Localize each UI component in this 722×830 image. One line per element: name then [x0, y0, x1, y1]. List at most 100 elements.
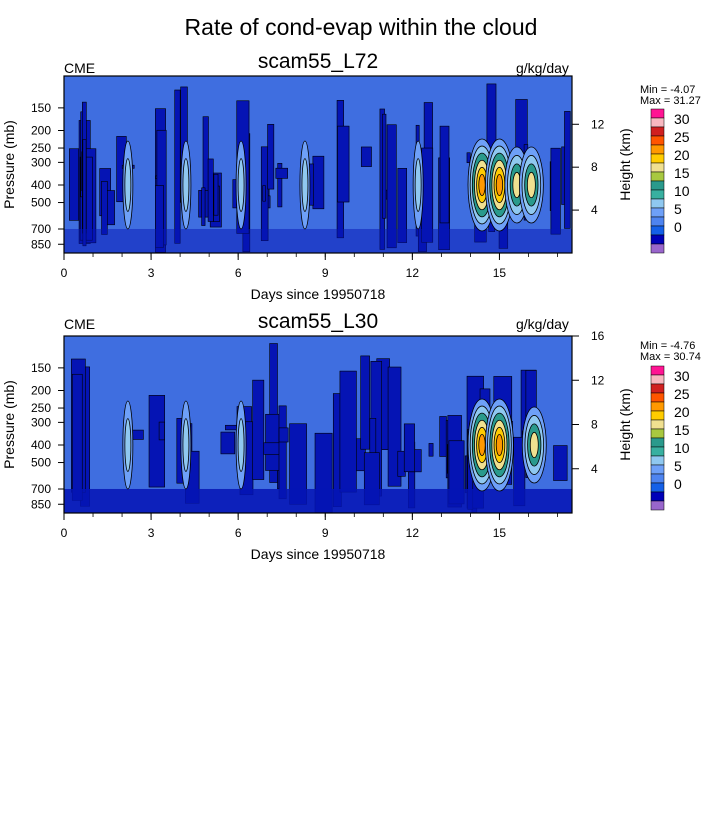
panel-top: CME scam55_L72 g/kg/day Min = -4.07 Max … [0, 0, 722, 310]
y-right-axis-label: Height (km) [617, 128, 633, 200]
y-right-tick-label: 12 [591, 117, 605, 131]
y-tick-label: 250 [31, 141, 51, 155]
convective-event [529, 431, 539, 459]
colorbar-swatch [650, 437, 665, 448]
colorbar-label: 15 [674, 165, 690, 181]
negative-region [148, 395, 166, 488]
colorbar-swatch [650, 234, 665, 245]
convective-event [495, 173, 504, 197]
convective-event [414, 158, 422, 212]
x-tick-label: 3 [148, 526, 155, 540]
y-right-tick-label: 12 [591, 373, 605, 387]
min-label: Min = -4.07 [640, 84, 696, 96]
y-right-tick-label: 8 [591, 160, 598, 174]
y-tick-label: 200 [31, 123, 51, 137]
y-tick-label: 300 [31, 415, 51, 429]
convective-event [237, 158, 245, 212]
colorbar-swatch [650, 198, 665, 209]
colorbar-swatch [650, 162, 665, 173]
negative-region [428, 443, 434, 457]
colorbar-swatch [650, 225, 665, 236]
colorbar-swatch [650, 126, 665, 137]
negative-region [213, 173, 219, 216]
convective-event [182, 418, 190, 472]
colorbar-swatch [650, 189, 665, 200]
colorbar-label: 30 [674, 111, 690, 127]
colorbar-swatch [650, 419, 665, 430]
units-label: g/kg/day [516, 60, 569, 76]
panel-title: scam55_L72 [257, 50, 379, 73]
colorbar-swatch [650, 401, 665, 412]
colorbar-swatch [650, 153, 665, 164]
negative-region [267, 124, 275, 190]
y-tick-label: 700 [31, 482, 51, 496]
y-tick-label: 300 [31, 155, 51, 169]
negative-region [550, 147, 561, 235]
negative-region [339, 370, 357, 493]
y-tick-label: 700 [31, 222, 51, 236]
colorbar-swatch [650, 410, 665, 421]
colorbar-label: 0 [674, 219, 682, 235]
colorbar-swatch [650, 171, 665, 182]
y-tick-label: 400 [31, 178, 51, 192]
convective-event [526, 171, 536, 199]
x-tick-label: 15 [493, 526, 507, 540]
x-tick-label: 15 [493, 266, 507, 280]
x-tick-label: 9 [322, 526, 329, 540]
colorbar-label: 30 [674, 368, 690, 384]
negative-region [263, 442, 281, 455]
y-tick-label: 150 [31, 101, 51, 115]
convective-event [124, 418, 132, 472]
colorbar-label: 0 [674, 476, 682, 492]
variable-label: CME [64, 316, 96, 332]
panel-title: scam55_L30 [257, 310, 379, 333]
plot-frame [63, 75, 573, 254]
negative-region [278, 427, 289, 443]
colorbar-swatch [650, 365, 665, 376]
negative-region [158, 421, 165, 441]
max-label: Max = 31.27 [640, 95, 701, 107]
negative-region [382, 113, 387, 219]
colorbar-label: 25 [674, 386, 690, 402]
x-tick-label: 12 [406, 526, 420, 540]
colorbar-swatch [650, 135, 665, 146]
colorbar-swatch [650, 383, 665, 394]
figure-title: Rate of cond-evap within the cloud [184, 14, 538, 40]
y-right-tick-label: 16 [591, 329, 605, 343]
colorbar-swatch [650, 491, 665, 502]
y-tick-label: 400 [31, 438, 51, 452]
field-layer [64, 76, 572, 253]
colorbar-swatch [650, 243, 665, 254]
boundary-layer-region [64, 488, 572, 513]
colorbar-swatch [650, 428, 665, 439]
convective-event [478, 433, 486, 457]
colorbar-swatch [650, 482, 665, 493]
negative-region [269, 343, 278, 483]
colorbar-swatch [650, 374, 665, 385]
negative-region [174, 89, 181, 244]
max-label: Max = 30.74 [640, 351, 701, 363]
negative-region [466, 152, 471, 164]
x-tick-label: 0 [61, 526, 68, 540]
y-tick-label: 500 [31, 196, 51, 210]
negative-region [220, 431, 236, 455]
x-tick-label: 0 [61, 266, 68, 280]
negative-region [101, 180, 108, 235]
convective-event [495, 433, 504, 457]
field-layer [64, 336, 572, 513]
y-right-tick-label: 8 [591, 418, 598, 432]
y-axis-label: Pressure (mb) [1, 380, 17, 469]
negative-region [337, 125, 350, 203]
colorbar-swatch [650, 455, 665, 466]
y-right-tick-label: 4 [591, 203, 598, 217]
y-right-tick-label: 4 [591, 462, 598, 476]
colorbar-swatch [650, 117, 665, 128]
colorbar-label: 5 [674, 458, 682, 474]
colorbar-label: 5 [674, 201, 682, 217]
negative-region [312, 155, 325, 210]
y-tick-label: 150 [31, 361, 51, 375]
colorbar-label: 20 [674, 404, 690, 420]
y-tick-label: 250 [31, 401, 51, 415]
y-right-axis-label: Height (km) [617, 388, 633, 460]
